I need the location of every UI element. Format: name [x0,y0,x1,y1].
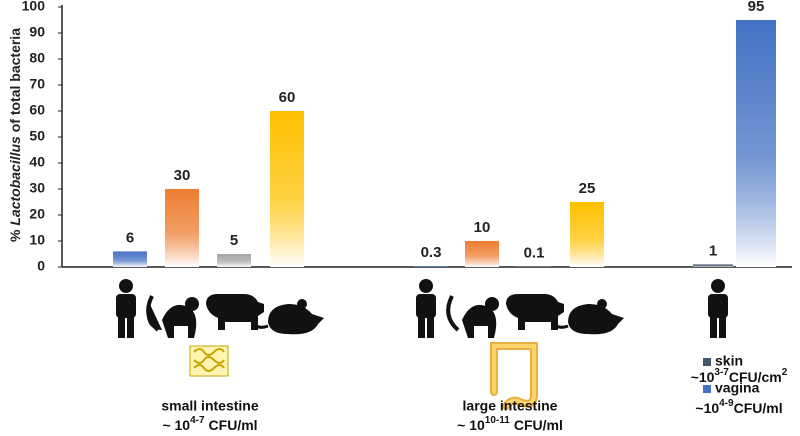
y-tick-label: 70 [29,76,45,92]
bar [414,266,448,267]
bar [736,20,776,267]
legend-density: ~104-9CFU/ml [695,398,782,416]
density-base: ~ 10 [162,417,190,431]
bar [217,254,251,267]
legend-base: ~10 [695,400,719,416]
y-tick-label: 40 [29,154,45,170]
group-density: ~ 1010-11 CFU/ml [457,415,563,431]
density-unit: CFU/ml [209,417,258,431]
value-label: 0.3 [421,244,442,261]
bar [465,241,499,267]
legend-base: ~10 [691,369,715,385]
y-tick-label: 90 [29,24,45,40]
value-label: 60 [279,89,296,106]
value-label: 0.1 [524,245,545,262]
bar [113,251,147,267]
y-tick-label: 0 [37,258,45,274]
bar [693,264,733,267]
legend-swatch [703,358,711,366]
bar [570,202,604,267]
y-tick-label: 30 [29,180,45,196]
legend-unit: CFU/ml [734,400,783,416]
bar [165,189,199,267]
group-density: ~ 104-7 CFU/ml [162,415,257,431]
y-tick-label: 60 [29,102,45,118]
group-caption: large intestine [463,398,558,414]
value-label: 10 [474,219,491,236]
density-exp: 4-7 [190,415,205,426]
legend-swatch [703,385,711,393]
density-exp: 10-11 [485,415,510,426]
y-tick-label: 100 [22,0,46,14]
y-axis-label: % Lactobacillus of total bacteria [7,28,23,242]
host-icons [116,279,728,338]
legend-exp: 4-9 [719,398,734,409]
y-tick-label: 80 [29,50,45,66]
group-caption: small intestine [161,398,258,414]
value-label: 30 [174,167,191,184]
value-label: 1 [709,242,717,259]
value-label: 5 [230,232,238,249]
legend-exp: 3-7 [714,367,729,378]
density-base: ~ 10 [457,417,485,431]
value-label: 95 [748,0,765,15]
y-tick-label: 20 [29,206,45,222]
bar [270,111,304,267]
y-tick-label: 50 [29,128,45,144]
legend-unit-exp: 2 [782,367,788,378]
legend-name: vagina [715,380,760,396]
value-label: 6 [126,229,134,246]
density-unit: CFU/ml [514,417,563,431]
y-tick-label: 10 [29,232,45,248]
value-label: 25 [579,180,596,197]
